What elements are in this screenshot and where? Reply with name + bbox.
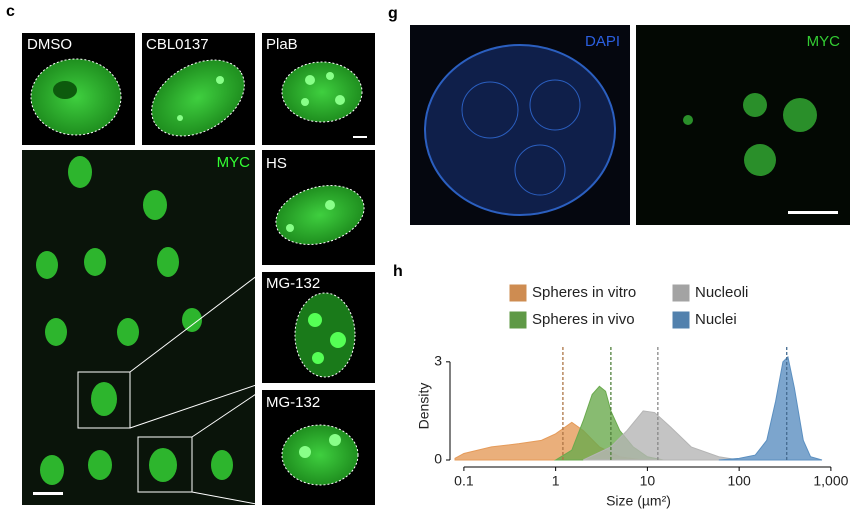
- x-tick-label: 0.1: [454, 473, 474, 489]
- x-axis-label: Size (µm²): [606, 493, 671, 509]
- tile-label: MG-132: [266, 275, 320, 292]
- panel-label: g: [388, 5, 398, 22]
- zoom-lines: [129, 271, 263, 506]
- panel-label: h: [393, 263, 403, 280]
- tile-cbl0137: CBL0137: [142, 33, 255, 145]
- tile-label: HS: [266, 155, 287, 172]
- density-area: [583, 410, 740, 461]
- density-chart: 0 3 0.1 1 10 100 1,000 Density Size (µm²) Spheres…: [416, 284, 849, 509]
- legend-swatch: [509, 311, 527, 329]
- channel-label: DAPI: [585, 33, 620, 50]
- tile-dmso: DMSO: [22, 33, 135, 145]
- density-area: [718, 355, 823, 461]
- channel-label: MYC: [217, 154, 251, 171]
- image-myc: MYC: [636, 25, 850, 225]
- x-tick-label: 100: [727, 473, 751, 489]
- x-tick-label: 10: [640, 473, 656, 489]
- x-tick-label: 1: [552, 473, 560, 489]
- legend-label: Spheres in vitro: [532, 284, 636, 301]
- y-axis-label: Density: [416, 383, 432, 430]
- tile-label: DMSO: [27, 36, 72, 53]
- tile-overview: MYC: [22, 150, 255, 505]
- panel-label: c: [6, 3, 15, 20]
- y-tick-label: 0: [434, 451, 442, 467]
- legend-swatch: [672, 284, 690, 302]
- tile-label: CBL0137: [146, 36, 209, 53]
- tile-label: MG-132: [266, 394, 320, 411]
- x-tick-label: 1,000: [813, 473, 848, 489]
- legend-swatch: [509, 284, 527, 302]
- legend-swatch: [672, 311, 690, 329]
- channel-label: MYC: [807, 33, 841, 50]
- tile-label: PlaB: [266, 36, 298, 53]
- legend-label: Nuclei: [695, 311, 737, 328]
- image-dapi: DAPI: [410, 25, 630, 225]
- tile-plab: PlaB: [262, 33, 375, 145]
- tile-mg132-2: MG-132: [262, 390, 375, 505]
- legend-label: Spheres in vivo: [532, 311, 635, 328]
- tile-mg132: MG-132: [262, 272, 375, 383]
- tile-hs: HS: [262, 150, 375, 265]
- legend-label: Nucleoli: [695, 284, 748, 301]
- y-tick-label: 3: [434, 353, 442, 369]
